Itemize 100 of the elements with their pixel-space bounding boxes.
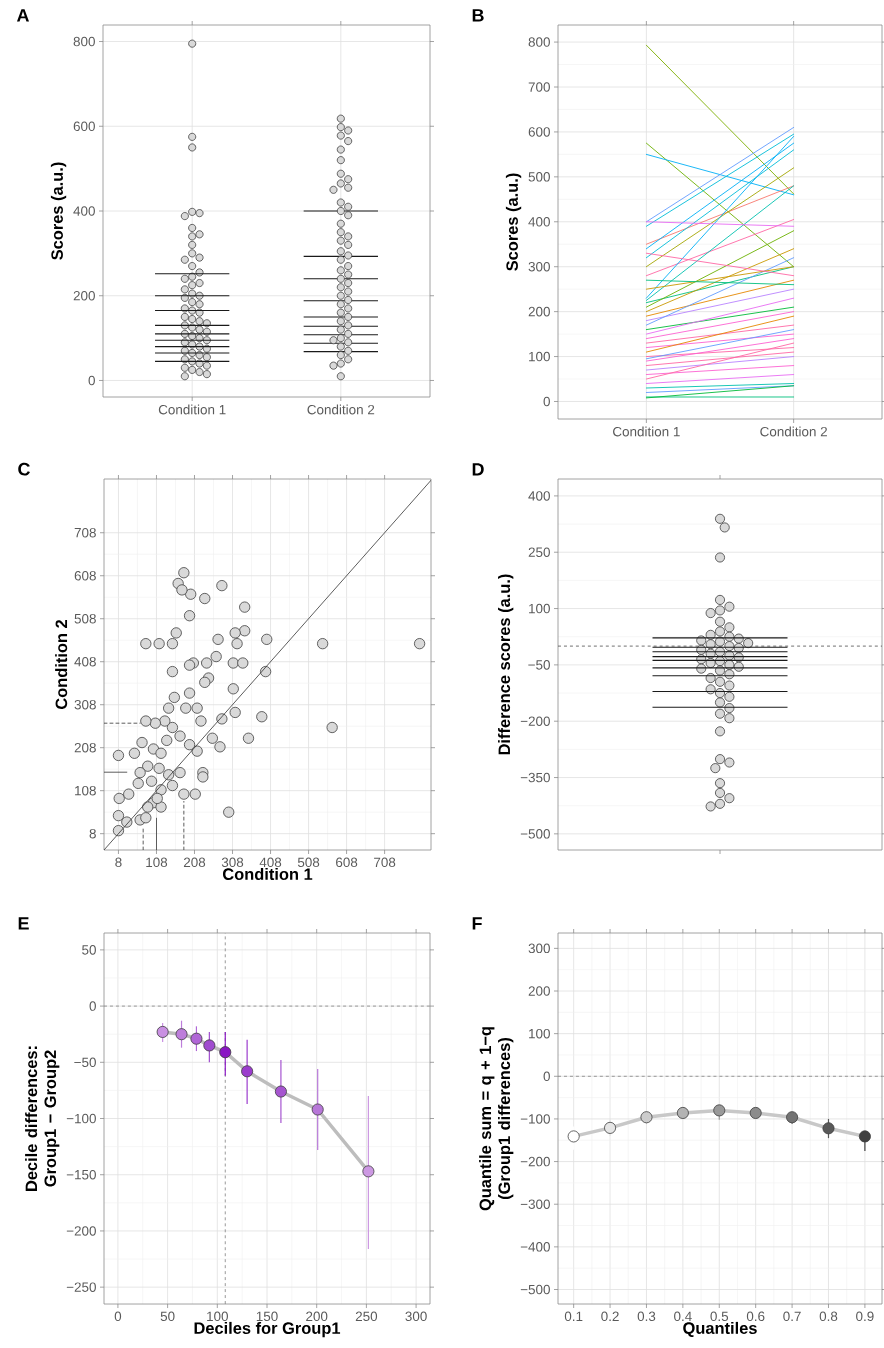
point bbox=[786, 1111, 799, 1124]
point bbox=[676, 1106, 689, 1119]
y-tick-label: −50 bbox=[528, 660, 550, 670]
point bbox=[311, 1103, 324, 1116]
x-tick-label: 0.3 bbox=[637, 1311, 656, 1322]
y-tick-label: 200 bbox=[528, 306, 550, 317]
point bbox=[175, 1028, 188, 1041]
y-tick-label: 108 bbox=[75, 785, 96, 796]
y-tick-label: 100 bbox=[529, 603, 550, 614]
y-tick-label: −150 bbox=[66, 1169, 96, 1180]
chart-title: F bbox=[472, 917, 482, 930]
point bbox=[749, 1106, 762, 1119]
y-tick-label: −500 bbox=[520, 1284, 550, 1295]
y-tick-label: 300 bbox=[528, 261, 550, 272]
y-tick-label: 508 bbox=[74, 613, 96, 624]
y-tick-label: 800 bbox=[73, 36, 95, 47]
y-tick-label: 0 bbox=[89, 1001, 96, 1011]
y-tick-label: 200 bbox=[528, 986, 550, 996]
x-tick-label: 408 bbox=[259, 857, 282, 868]
chart-title: D bbox=[472, 463, 484, 476]
x-tick-label: 308 bbox=[221, 857, 244, 868]
y-tick-label: 408 bbox=[74, 656, 96, 667]
x-tick-label: 0.6 bbox=[746, 1311, 765, 1322]
y-axis-title: Quantile sum = q + 1−q (Group1 differences) bbox=[479, 1027, 514, 1211]
y-tick-label: 200 bbox=[73, 290, 95, 301]
y-tick-label: 600 bbox=[528, 127, 550, 137]
y-tick-label: −200 bbox=[520, 716, 550, 726]
chart-title: E bbox=[18, 917, 29, 930]
y-tick-label: −500 bbox=[520, 829, 550, 839]
x-axis-title: Deciles for Group1 bbox=[194, 1321, 341, 1338]
x-tick-label: 8 bbox=[115, 857, 122, 868]
y-tick-label: −200 bbox=[66, 1226, 96, 1236]
y-tick-label: 100 bbox=[529, 351, 550, 362]
y-tick-label: 308 bbox=[74, 699, 96, 710]
x-tick-label: 50 bbox=[160, 1311, 175, 1322]
x-tick-label: 0 bbox=[114, 1311, 122, 1322]
point bbox=[274, 1085, 287, 1098]
point bbox=[713, 1104, 726, 1117]
y-tick-label: 0 bbox=[88, 375, 95, 386]
y-tick-label: −200 bbox=[520, 1156, 550, 1167]
y-tick-label: 800 bbox=[528, 37, 550, 47]
y-tick-label: 708 bbox=[74, 527, 96, 538]
y-axis-title: Scores (a.u.) bbox=[505, 173, 522, 271]
x-tick-label: 200 bbox=[306, 1311, 328, 1322]
chart-title: B bbox=[472, 9, 484, 22]
point bbox=[640, 1111, 653, 1124]
x-tick-label: 0.9 bbox=[856, 1311, 874, 1322]
point bbox=[858, 1130, 871, 1143]
chart-title: C bbox=[18, 462, 30, 476]
x-tick-label: 100 bbox=[207, 1311, 228, 1322]
x-tick-label: 108 bbox=[146, 857, 168, 868]
x-tick-label: 150 bbox=[256, 1311, 278, 1322]
y-tick-label: 400 bbox=[73, 206, 95, 216]
y-tick-label: −250 bbox=[66, 1282, 96, 1292]
y-axis-title: Decile differences: Group1 − Group2 bbox=[25, 1046, 60, 1191]
x-axis-title: Condition 1 bbox=[222, 867, 313, 880]
point bbox=[822, 1122, 835, 1135]
x-tick-label: 208 bbox=[183, 857, 206, 868]
y-tick-label: −100 bbox=[66, 1113, 96, 1124]
y-tick-label: 250 bbox=[528, 547, 550, 557]
point bbox=[567, 1130, 580, 1143]
point bbox=[190, 1032, 203, 1045]
y-tick-label: 400 bbox=[528, 491, 550, 501]
point bbox=[604, 1121, 617, 1134]
x-tick-label: 708 bbox=[374, 857, 396, 868]
x-tick-label: 0.4 bbox=[674, 1311, 692, 1322]
x-tick-label: 250 bbox=[355, 1311, 378, 1322]
x-tick-label: 608 bbox=[336, 857, 358, 868]
y-tick-label: 0 bbox=[543, 1071, 550, 1082]
x-tick-label: 0.7 bbox=[783, 1311, 801, 1322]
y-axis-title: Condition 2 bbox=[55, 619, 68, 710]
y-tick-label: −300 bbox=[520, 1199, 550, 1209]
y-tick-label: 608 bbox=[74, 570, 96, 581]
y-tick-label: 500 bbox=[528, 172, 550, 182]
y-axis-title: Scores (a.u.) bbox=[50, 162, 67, 260]
x-tick-label: 0.8 bbox=[819, 1311, 838, 1322]
y-tick-label: 8 bbox=[89, 828, 96, 839]
x-tick-label: 0.2 bbox=[601, 1311, 619, 1322]
y-tick-label: 600 bbox=[73, 121, 95, 132]
x-tick-label: 0.5 bbox=[710, 1311, 729, 1322]
y-tick-label: 50 bbox=[82, 945, 96, 955]
point bbox=[362, 1165, 375, 1178]
point bbox=[241, 1065, 254, 1078]
chart-title: A bbox=[16, 9, 29, 22]
y-tick-label: −350 bbox=[520, 772, 550, 783]
y-tick-label: −50 bbox=[74, 1057, 96, 1068]
y-tick-label: −400 bbox=[520, 1242, 550, 1252]
x-tick-label: 0.1 bbox=[564, 1311, 583, 1322]
y-axis-title: Difference scores (a.u.) bbox=[498, 574, 514, 755]
y-tick-label: −100 bbox=[520, 1114, 550, 1124]
y-tick-label: 208 bbox=[74, 742, 96, 753]
y-tick-label: 700 bbox=[528, 82, 550, 92]
point bbox=[203, 1039, 216, 1052]
x-axis-title: Quantiles bbox=[683, 1321, 757, 1338]
y-tick-label: 300 bbox=[528, 943, 550, 954]
x-tick-label: 508 bbox=[297, 857, 320, 868]
y-tick-label: 0 bbox=[543, 396, 550, 407]
y-tick-label: 400 bbox=[528, 217, 550, 227]
x-tick-label: 300 bbox=[405, 1311, 427, 1322]
y-tick-label: 100 bbox=[529, 1028, 550, 1039]
